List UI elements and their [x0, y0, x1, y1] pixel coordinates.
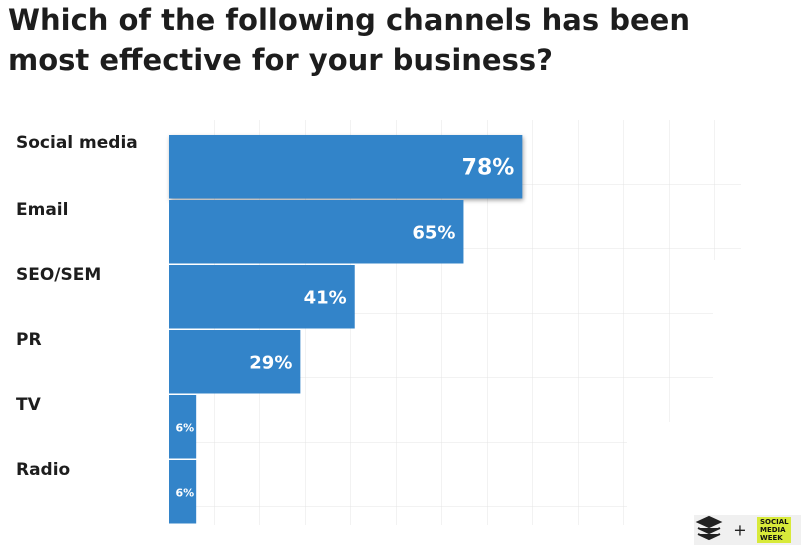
bar: [169, 265, 355, 329]
value-label: 65%: [412, 223, 455, 244]
bar: [169, 460, 197, 524]
value-label: 41%: [304, 288, 347, 309]
partner-text: WEEK: [760, 534, 783, 542]
category-label: Radio: [16, 460, 70, 480]
category-label: Social media: [16, 133, 138, 153]
bar: [169, 395, 197, 459]
buffer-icon: [695, 515, 723, 541]
logo-separator: +: [733, 521, 746, 540]
bar: [169, 200, 464, 264]
partner-text: MEDIA: [760, 526, 786, 534]
value-label: 6%: [175, 487, 194, 500]
category-label: PR: [16, 330, 42, 350]
value-label: 6%: [175, 422, 194, 435]
bar: [169, 330, 301, 394]
value-label: 78%: [462, 156, 515, 181]
category-label: Email: [16, 200, 68, 220]
category-label: TV: [16, 395, 42, 415]
bar: [169, 135, 523, 199]
partner-badge: [757, 517, 791, 543]
partner-text: SOCIAL: [760, 518, 789, 526]
chart-title: Which of the following channels has been…: [8, 3, 690, 77]
logo: [694, 515, 801, 545]
grid-background: [523, 260, 713, 422]
category-label: SEO/SEM: [16, 265, 101, 285]
value-label: 29%: [249, 353, 292, 374]
grid-background: [556, 120, 741, 260]
